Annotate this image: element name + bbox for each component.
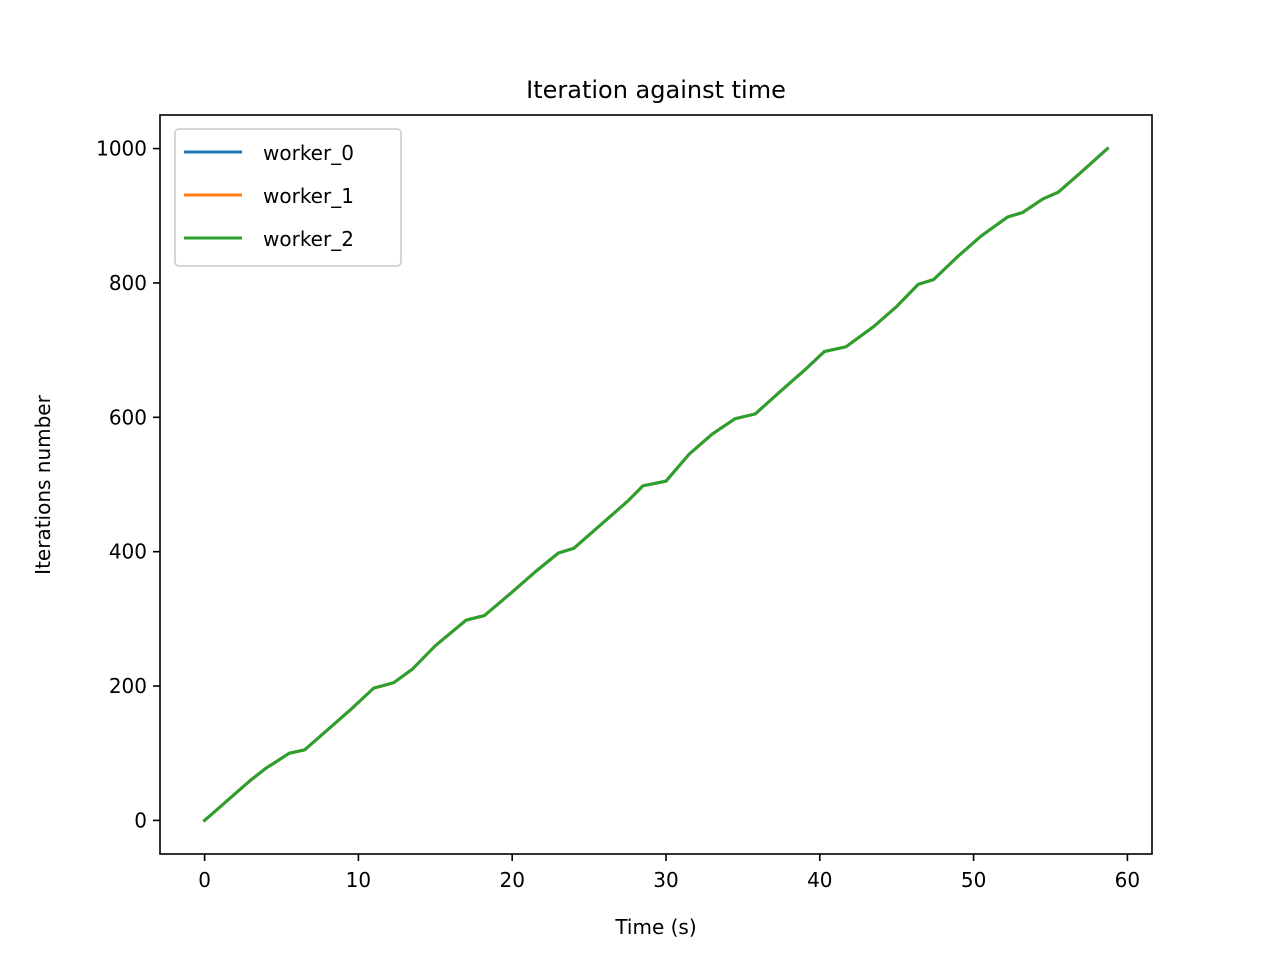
y-tick-label: 1000	[96, 137, 147, 161]
legend: worker_0 worker_1 worker_2	[174, 128, 402, 267]
plot-frame	[159, 114, 1153, 855]
legend-label-worker_2: worker_2	[263, 227, 354, 251]
chart-title: Iteration against time	[526, 76, 786, 104]
legend-label-worker_1: worker_1	[263, 184, 354, 208]
x-tick-label: 20	[499, 868, 524, 892]
x-axis-label: Time (s)	[614, 915, 696, 939]
y-tick-label: 800	[109, 271, 147, 295]
x-tick-label: 60	[1115, 868, 1140, 892]
y-axis-label: Iterations number	[31, 394, 55, 574]
y-tick-label: 600	[109, 405, 147, 429]
x-tick-label: 0	[198, 868, 211, 892]
x-tick-label: 50	[961, 868, 986, 892]
legend-label-worker_0: worker_0	[263, 141, 354, 165]
x-tick-label: 30	[653, 868, 678, 892]
legend-box	[174, 128, 402, 267]
series-layer	[202, 146, 1110, 823]
y-tick-label: 200	[109, 674, 147, 698]
x-tick-label: 40	[807, 868, 832, 892]
y-tick-label: 0	[134, 808, 147, 832]
y-tick-label: 400	[109, 540, 147, 564]
series-line-worker_2	[202, 146, 1110, 823]
x-tick-label: 10	[346, 868, 371, 892]
